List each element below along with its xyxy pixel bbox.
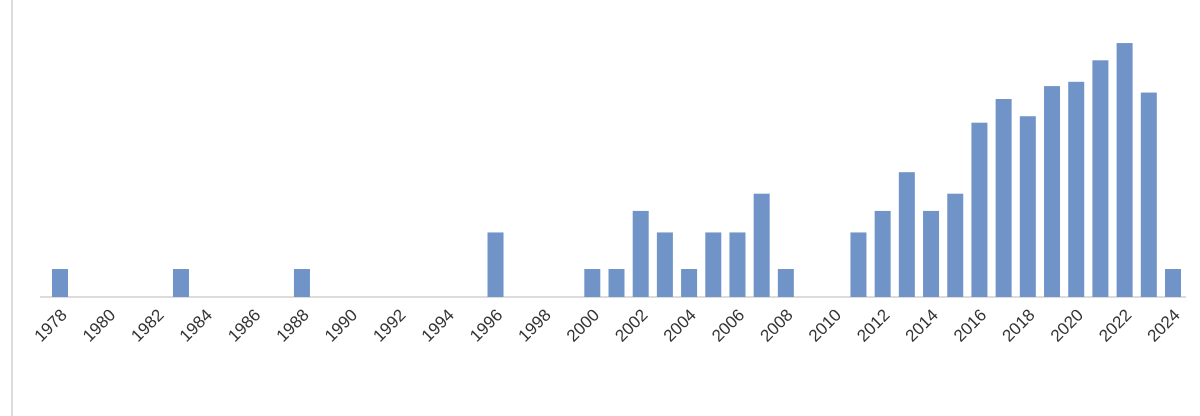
bar xyxy=(656,232,673,297)
x-tick-label: 1986 xyxy=(224,305,264,345)
x-tick-label: 2000 xyxy=(563,305,603,345)
x-tick-label: 2022 xyxy=(1095,305,1135,345)
x-tick-label: 1982 xyxy=(127,305,167,345)
bar xyxy=(995,99,1012,298)
bar xyxy=(1044,86,1061,297)
x-tick-label: 2010 xyxy=(805,305,845,345)
x-tick-label: 1998 xyxy=(515,305,555,345)
bar xyxy=(1092,60,1109,297)
bar xyxy=(1019,116,1036,298)
x-tick-label: 1996 xyxy=(466,305,506,345)
bar xyxy=(923,210,940,297)
bar xyxy=(584,269,601,297)
x-tick-label: 2018 xyxy=(998,305,1038,345)
x-tick-label: 2004 xyxy=(660,305,700,345)
bar xyxy=(705,232,722,297)
bar xyxy=(777,269,794,297)
bar xyxy=(1068,81,1085,297)
x-tick-label: 2016 xyxy=(950,305,990,345)
x-tick-label: 1990 xyxy=(321,305,361,345)
bar xyxy=(947,193,964,297)
bar xyxy=(850,232,867,297)
bar xyxy=(729,232,746,297)
bar xyxy=(874,210,891,297)
x-tick-label: 2024 xyxy=(1144,305,1184,345)
bar xyxy=(487,232,504,297)
x-tick-label: 2002 xyxy=(611,305,651,345)
x-tick-label: 1980 xyxy=(79,305,119,345)
bar xyxy=(1140,92,1157,297)
bar xyxy=(753,193,770,297)
bar xyxy=(1165,269,1181,297)
x-tick-label: 2012 xyxy=(853,305,893,345)
bar xyxy=(293,269,310,297)
bar xyxy=(971,122,988,297)
x-tick-label: 1988 xyxy=(273,305,313,345)
bar xyxy=(608,269,625,297)
x-tick-label: 2014 xyxy=(902,305,942,345)
x-tick-label: 1994 xyxy=(418,305,458,345)
x-tick-label: 2020 xyxy=(1047,305,1087,345)
bar xyxy=(1116,43,1133,298)
x-tick-label: 2008 xyxy=(757,305,797,345)
bar xyxy=(681,269,698,297)
x-tick-label: 2006 xyxy=(708,305,748,345)
bar xyxy=(172,269,189,297)
x-tick-label: 1984 xyxy=(176,305,216,345)
bar xyxy=(52,269,68,297)
bar xyxy=(898,172,915,297)
bar xyxy=(632,210,649,297)
x-tick-label: 1992 xyxy=(369,305,409,345)
x-tick-label: 1978 xyxy=(31,305,71,345)
